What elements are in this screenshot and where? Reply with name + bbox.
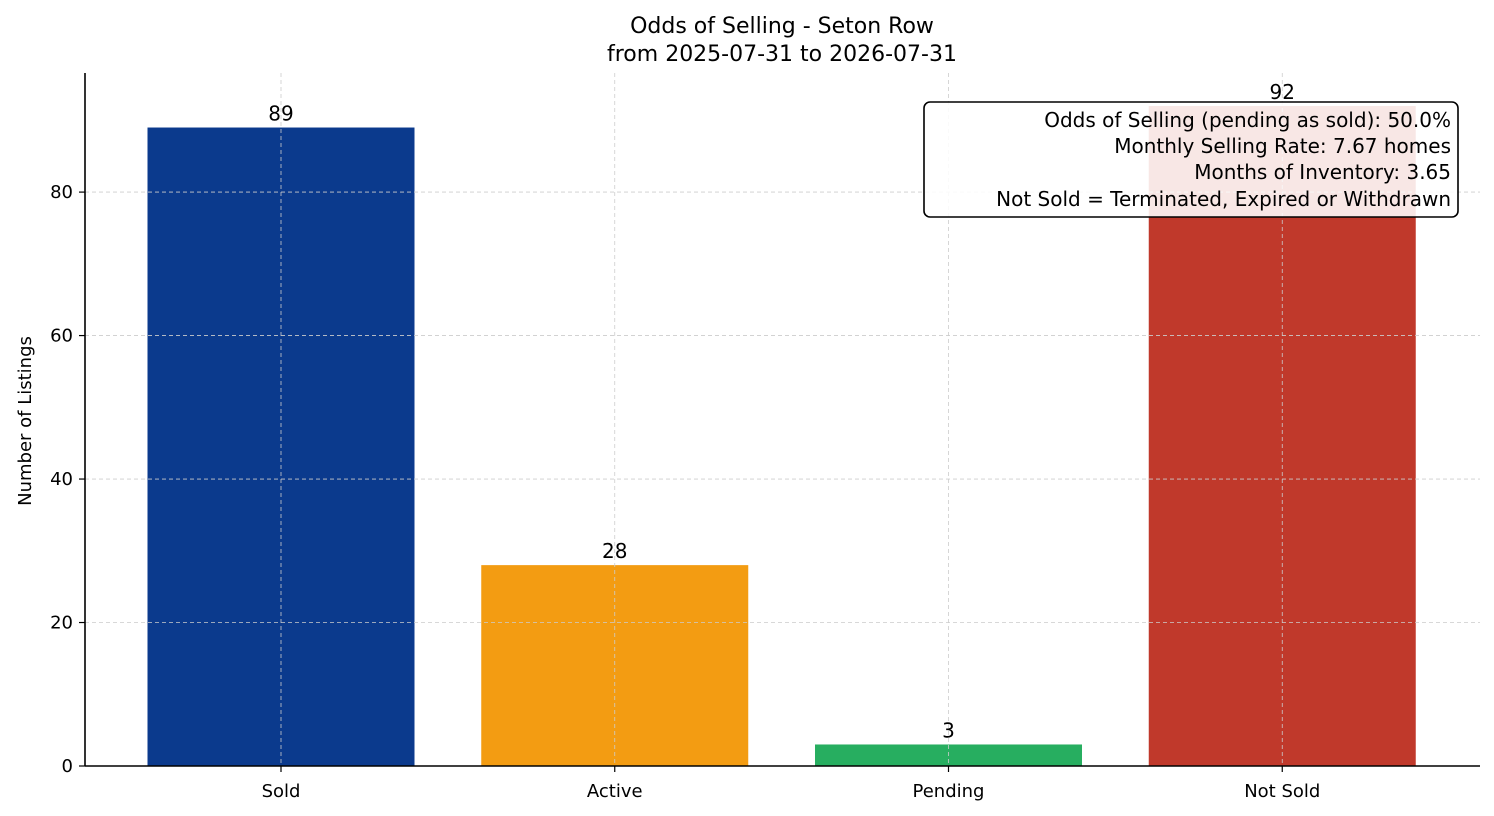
x-tick-label-pending: Pending [913, 781, 985, 802]
x-tick-label-sold: Sold [262, 781, 301, 802]
bar-active [481, 565, 749, 766]
info-line-inventory: Months of Inventory: 3.65 [1194, 160, 1451, 184]
y-tick-label-80: 80 [50, 182, 73, 203]
info-box: Odds of Selling (pending as sold): 50.0%… [923, 101, 1459, 218]
data-label-sold: 89 [268, 102, 293, 126]
data-label-pending: 3 [942, 718, 955, 742]
y-tick-label-20: 20 [50, 613, 73, 634]
y-axis-label: Number of Listings [15, 336, 36, 506]
y-tick-label-0: 0 [62, 756, 73, 777]
info-line-rate: Monthly Selling Rate: 7.67 homes [1114, 134, 1451, 158]
chart-title: Odds of Selling - Seton Row [630, 14, 934, 39]
info-line-note: Not Sold = Terminated, Expired or Withdr… [996, 187, 1451, 211]
y-tick-label-40: 40 [50, 469, 73, 490]
x-tick-label-not-sold: Not Sold [1244, 781, 1320, 802]
x-tick-label-active: Active [587, 781, 643, 802]
axes: 0 20 40 60 80 Sold Active Pending Not Sold [50, 73, 1480, 802]
info-box-frame [923, 101, 1459, 218]
chart-subtitle: from 2025-07-31 to 2026-07-31 [607, 42, 957, 67]
info-line-odds: Odds of Selling (pending as sold): 50.0% [1044, 108, 1451, 132]
y-tick-label-60: 60 [50, 326, 73, 347]
